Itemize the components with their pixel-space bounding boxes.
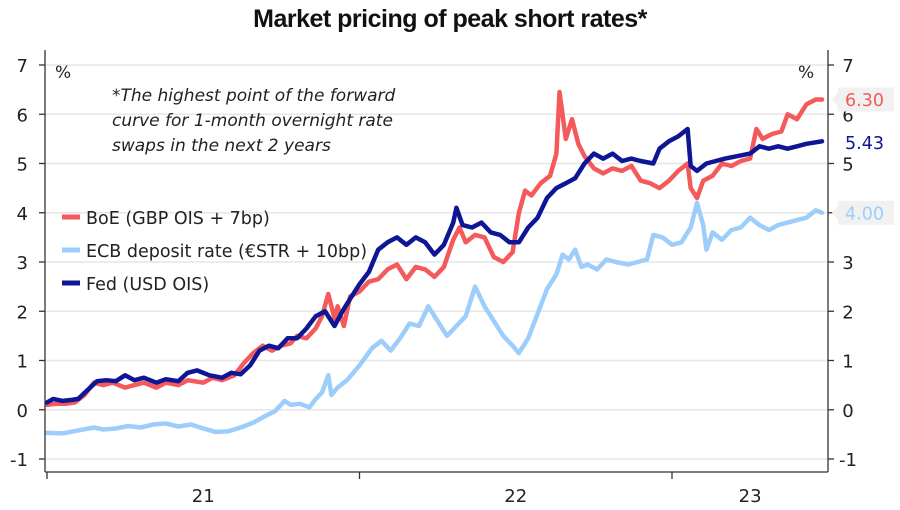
legend-label-ecb: ECB deposit rate (€STR + 10bp) — [86, 242, 367, 262]
footnote-line-2: curve for 1-month overnight rate — [112, 111, 393, 131]
right-y-tick-label: 2 — [842, 302, 853, 323]
end-label-fed: 5.43 — [845, 134, 884, 154]
x-tick-label: 22 — [504, 486, 527, 507]
left-y-tick-label: 2 — [17, 302, 28, 323]
end-label-pointer-boe — [832, 92, 838, 107]
series-line-ecb — [44, 200, 825, 436]
left-y-tick-label: 7 — [17, 56, 28, 77]
footnote: *The highest point of the forward curve … — [112, 86, 396, 156]
legend-label-fed: Fed (USD OIS) — [86, 275, 209, 295]
footnote-line-1: *The highest point of the forward — [112, 86, 396, 106]
left-y-tick-label: 1 — [17, 352, 28, 373]
legend: BoE (GBP OIS + 7bp) ECB deposit rate (€ST… — [62, 209, 367, 295]
right-y-tick-label: 6 — [842, 105, 853, 126]
left-y-tick-label: 3 — [17, 253, 28, 274]
right-y-tick-label: 1 — [842, 352, 853, 373]
end-label-boe: 6.30 — [845, 91, 884, 111]
left-y-tick-label: -1 — [10, 450, 28, 471]
legend-label-boe: BoE (GBP OIS + 7bp) — [86, 209, 270, 229]
left-unit-label: % — [55, 63, 71, 83]
series-line-boe — [44, 89, 825, 408]
right-y-tick-label: 0 — [842, 401, 853, 422]
right-y-tick-label: 5 — [842, 155, 853, 176]
footnote-line-3: swaps in the next 2 years — [112, 136, 331, 156]
chart-title: Market pricing of peak short rates* — [253, 5, 648, 33]
x-tick-label: 23 — [739, 486, 762, 507]
gridlines — [45, 64, 828, 460]
series-line-fed — [44, 126, 825, 405]
right-unit-label: % — [798, 63, 814, 83]
end-labels: 6.30 4.00 5.43 — [832, 87, 894, 225]
end-label-box-boe — [838, 87, 894, 112]
left-y-tick-label: 4 — [17, 204, 28, 225]
left-y-tick-label: 0 — [17, 401, 28, 422]
series-lines — [44, 89, 825, 436]
end-label-ecb: 4.00 — [845, 204, 884, 224]
right-y-tick-label: 3 — [842, 253, 853, 274]
end-label-pointer-ecb — [832, 205, 838, 220]
left-y-tick-label: 5 — [17, 155, 28, 176]
right-y-tick-label: -1 — [839, 450, 857, 471]
x-tick-label: 21 — [192, 486, 215, 507]
end-label-box-ecb — [838, 200, 894, 225]
right-y-tick-label: 7 — [842, 56, 853, 77]
left-y-tick-label: 6 — [17, 105, 28, 126]
